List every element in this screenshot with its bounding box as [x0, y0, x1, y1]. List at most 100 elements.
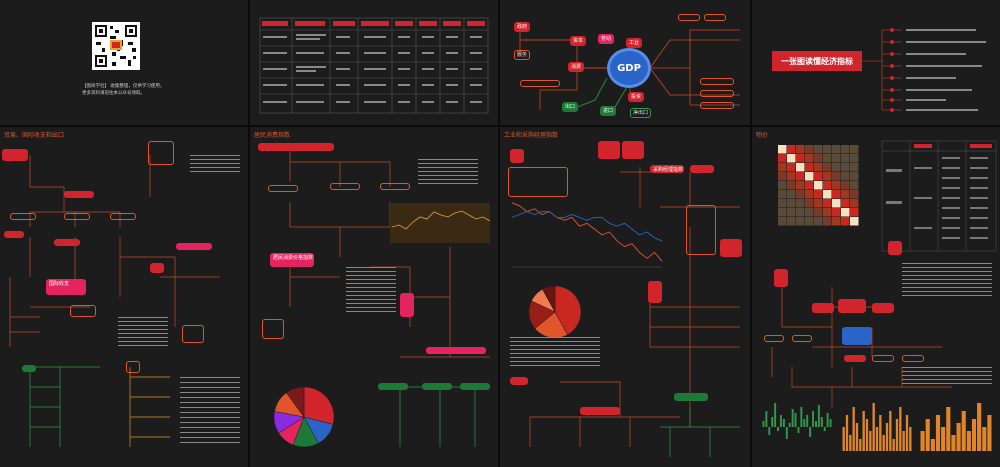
qr-code — [92, 22, 140, 70]
gdp-node-labor: 劳动 — [598, 34, 615, 44]
trade-box-7 — [54, 239, 80, 246]
heat-cell-8-5 — [823, 217, 832, 226]
orange1-bar-14 — [889, 411, 892, 451]
orange1-bar-3 — [852, 407, 855, 451]
heat-cell-4-2 — [796, 181, 805, 190]
cons-box-4 — [268, 185, 298, 192]
heat-cell-0-7 — [841, 145, 850, 154]
gdp-center: GDP — [607, 48, 651, 88]
ind-note-1 — [510, 337, 600, 367]
orange1-bar-11 — [879, 415, 882, 451]
orange1-bar-4 — [855, 423, 859, 451]
heat-cell-4-0 — [778, 181, 787, 190]
qr-caption-line1: 【图商学社】 收集整理，仅供学习使用。 — [82, 84, 165, 89]
heat-cell-3-5 — [823, 172, 832, 181]
heat-cell-7-8 — [850, 208, 859, 217]
prices-table — [881, 140, 997, 252]
trade-box-3 — [10, 213, 36, 220]
industry-series-0 — [511, 202, 663, 262]
heat-cell-5-3 — [805, 190, 814, 199]
trade-center: 国际收支 — [46, 279, 86, 295]
heat-cell-7-0 — [778, 208, 787, 217]
fold-2 — [498, 0, 500, 467]
orange2-bar-6 — [951, 435, 956, 451]
heat-cell-2-6 — [832, 163, 841, 172]
price-box-1 — [774, 269, 788, 287]
heat-cell-3-4 — [814, 172, 823, 181]
trade-box-9 — [148, 141, 174, 165]
trade-box-6 — [4, 231, 24, 238]
price-box-10 — [844, 355, 866, 362]
green-bar-3 — [771, 417, 774, 427]
industry-pie-chart — [528, 285, 582, 339]
industry-series-1 — [511, 211, 663, 242]
cons-box-2 — [330, 183, 360, 190]
gdp-node-investment: 投资 — [628, 92, 645, 102]
heat-cell-5-6 — [832, 190, 841, 199]
heat-cell-0-4 — [814, 145, 823, 154]
gdp-node-consumption: 消费 — [568, 62, 585, 72]
green-bar-14 — [803, 419, 806, 427]
heat-cell-8-0 — [778, 217, 787, 226]
green-bar-17 — [812, 411, 814, 427]
heat-cell-0-2 — [796, 145, 805, 154]
green-bar-9 — [788, 423, 791, 427]
gdp-node-netexport: 净出口 — [630, 108, 652, 118]
price-box-5 — [872, 303, 894, 313]
heat-cell-2-7 — [841, 163, 850, 172]
green-bar-6 — [780, 415, 782, 427]
heat-cell-5-0 — [778, 190, 787, 199]
qr-caption-line2: 更多资料请前往本公众号领取。 — [82, 91, 145, 96]
gdp-panel: GDP 资本 劳动 消费 投资 出口 进口 净出口 政府 工业 服务 — [500, 0, 750, 125]
heat-cell-5-7 — [841, 190, 850, 199]
green-bar-12 — [797, 427, 800, 433]
heat-cell-1-2 — [796, 154, 805, 163]
heat-cell-3-7 — [841, 172, 850, 181]
pie2-slice-4 — [542, 285, 556, 313]
price-box-3 — [812, 303, 834, 313]
heat-cell-5-2 — [796, 190, 805, 199]
orange1-bar-1 — [845, 415, 849, 451]
green-bar-13 — [800, 407, 803, 427]
industry-panel: 工业和采购经理指数 采购经理指数 — [500, 127, 750, 467]
orange2-bar-12 — [982, 427, 987, 451]
heat-cell-5-8 — [850, 190, 859, 199]
gdp-box-b — [678, 14, 700, 21]
heat-cell-2-5 — [823, 163, 832, 172]
orange2-bar-1 — [925, 419, 930, 451]
heat-cell-8-6 — [832, 217, 841, 226]
green-bar-23 — [829, 419, 832, 427]
pie1-slice-0 — [303, 386, 335, 425]
cons-box-8 — [378, 383, 408, 390]
orange2-bar-5 — [946, 407, 951, 451]
price-box-4 — [838, 299, 866, 313]
heat-cell-6-0 — [778, 199, 787, 208]
heat-cell-0-8 — [850, 145, 859, 154]
gdp-node-industry: 工业 — [626, 38, 643, 48]
orange2-bar-4 — [941, 427, 946, 451]
pie1-slice-6 — [286, 386, 305, 418]
heat-cell-0-6 — [832, 145, 841, 154]
gdp-node-services: 服务 — [514, 50, 531, 60]
heat-cell-3-0 — [778, 172, 787, 181]
heat-cell-4-7 — [841, 181, 850, 190]
orange1-bar-18 — [902, 431, 905, 451]
cons-mini-line — [391, 210, 491, 230]
heat-cell-5-4 — [814, 190, 823, 199]
orange2-bar-10 — [971, 419, 977, 451]
ind-box-2 — [598, 141, 620, 159]
price-box-9 — [902, 355, 924, 362]
heat-cell-6-6 — [832, 199, 841, 208]
trade-note-2 — [118, 317, 168, 347]
heat-cell-1-7 — [841, 154, 850, 163]
cons-center: 居民消费价格指数 — [270, 253, 314, 267]
heat-cell-1-6 — [832, 154, 841, 163]
heat-cell-0-1 — [787, 145, 796, 154]
green-bar-20 — [820, 417, 823, 427]
consumption-panel: 居民消费指数 居民消费价格指数 — [250, 127, 498, 467]
heat-cell-5-5 — [823, 190, 832, 199]
orange1-bar-19 — [905, 415, 909, 451]
green-bar-22 — [826, 413, 829, 427]
price-box-7 — [792, 335, 812, 342]
qr-panel: 【图商学社】 收集整理，仅供学习使用。 更多资料请前往本公众号领取。 — [0, 0, 248, 125]
